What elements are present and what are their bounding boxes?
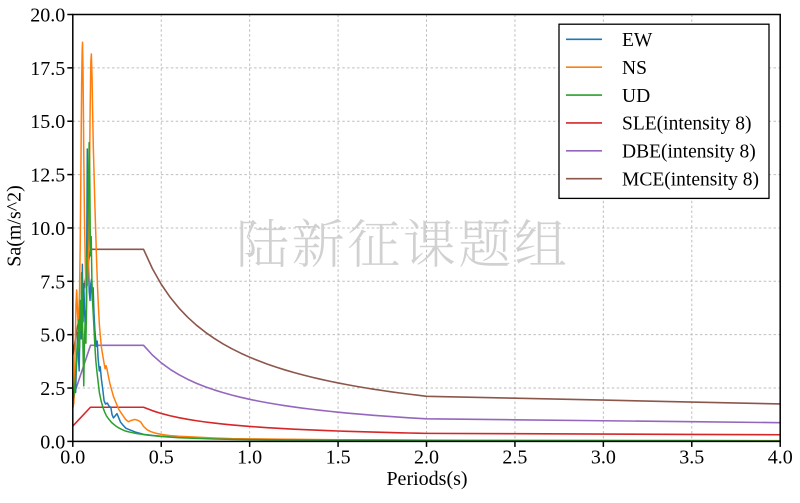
svg-text:1.0: 1.0 — [237, 446, 262, 468]
svg-text:Periods(s): Periods(s) — [386, 468, 467, 490]
svg-text:SLE(intensity 8): SLE(intensity 8) — [622, 114, 751, 135]
svg-text:0.0: 0.0 — [60, 446, 85, 468]
svg-text:2.5: 2.5 — [502, 446, 527, 468]
svg-text:4.0: 4.0 — [768, 446, 793, 468]
svg-text:2.0: 2.0 — [414, 446, 439, 468]
svg-text:3.0: 3.0 — [591, 446, 616, 468]
svg-text:1.5: 1.5 — [326, 446, 351, 468]
svg-text:Sa(m/s^2): Sa(m/s^2) — [4, 185, 26, 267]
svg-text:EW: EW — [622, 30, 653, 51]
svg-text:0.5: 0.5 — [149, 446, 174, 468]
svg-text:2.5: 2.5 — [40, 378, 65, 400]
svg-text:DBE(intensity 8): DBE(intensity 8) — [622, 142, 756, 163]
svg-text:UD: UD — [622, 86, 650, 107]
svg-text:10.0: 10.0 — [30, 218, 65, 240]
svg-text:MCE(intensity 8): MCE(intensity 8) — [622, 170, 759, 191]
svg-text:3.5: 3.5 — [679, 446, 704, 468]
svg-text:15.0: 15.0 — [30, 111, 65, 133]
svg-text:17.5: 17.5 — [30, 58, 65, 80]
svg-text:0.0: 0.0 — [40, 431, 65, 453]
svg-text:20.0: 20.0 — [30, 5, 65, 27]
svg-text:5.0: 5.0 — [40, 325, 65, 347]
svg-text:12.5: 12.5 — [30, 165, 65, 187]
svg-text:NS: NS — [622, 58, 647, 79]
svg-text:7.5: 7.5 — [40, 271, 65, 293]
